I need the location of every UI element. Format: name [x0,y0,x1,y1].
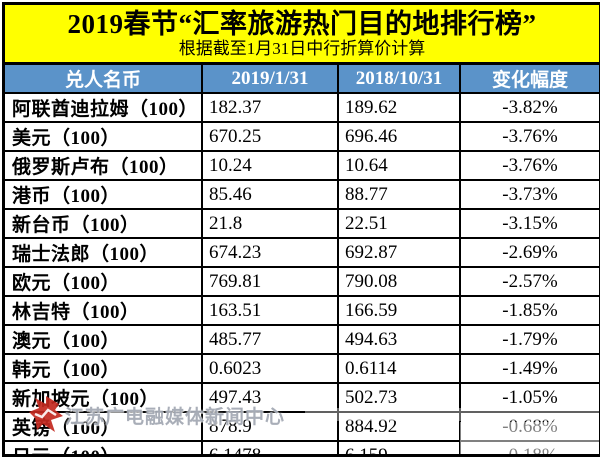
rate-2018-cell: 494.63 [337,326,459,353]
rate-2019-cell: 769.81 [201,268,337,295]
currency-name-cell: 港币（100） [12,186,121,207]
currency-name-cell: 林吉特（100） [12,302,140,323]
currency-name-cell: 欧元（100） [12,273,121,294]
rate-2018-cell: 10.64 [337,152,459,179]
currency-name-cell: 澳元（100） [12,331,121,352]
rate-2019-cell: 674.23 [201,239,337,266]
currency-name-cell: 日元（100） [5,442,201,454]
table-row: 美元（100） 670.25 696.46 -3.76% [5,121,599,150]
currency-name-cell: 英镑（100） [12,418,121,439]
change-cell: -3.76% [459,123,599,150]
currency-name-cell: 新加坡元（100） [12,389,160,410]
column-header-change: 变化幅度 [459,65,599,92]
rate-2019-cell: 485.77 [201,326,337,353]
rate-2018-cell: 790.08 [337,268,459,295]
rate-2018-cell: 502.73 [337,384,459,411]
rate-2019-cell: 670.25 [201,123,337,150]
column-header-2019-01-31: 2019/1/31 [201,65,337,92]
currency-name-cell: 美元（100） [12,128,121,149]
table-row: 俄罗斯卢布（100） 10.24 10.64 -3.76% [5,150,599,179]
rate-2018-cell: 189.62 [337,94,459,121]
rate-2019-cell: 85.46 [201,181,337,208]
table-row: 新加坡元（100） 497.43 502.73 -1.05% [5,382,599,411]
page-title: 2019春节“汇率旅游热门目的地排行榜” [67,8,537,39]
rate-2019-cell: 182.37 [201,94,337,121]
title-band: 2019春节“汇率旅游热门目的地排行榜” 根据截至1月31日中行折算价计算 [5,5,599,65]
rate-2018-cell: 166.59 [337,297,459,324]
rate-2018-cell: 22.51 [337,210,459,237]
rate-2019-cell: 497.43 [201,384,337,411]
table-row: 日元（100） 6.1478 6.159 -0.18% [5,440,599,454]
currency-name-cell: 俄罗斯卢布（100） [12,157,179,178]
change-cell: -0.68% [459,413,599,440]
table-row: 欧元（100） 769.81 790.08 -2.57% [5,266,599,295]
currency-name-cell: 阿联酋迪拉姆（100） [12,99,199,120]
rate-2018-cell: 6.159 [337,442,459,454]
change-cell: -2.57% [459,268,599,295]
table-row: 新台币（100） 21.8 22.51 -3.15% [5,208,599,237]
rate-2018-cell: 88.77 [337,181,459,208]
column-header-currency: 兑人名币 [64,70,141,91]
change-cell: -2.69% [459,239,599,266]
column-header-2018-10-31: 2018/10/31 [337,65,459,92]
table-row: 瑞士法郎（100） 674.23 692.87 -2.69% [5,237,599,266]
rate-2018-cell: 884.92 [337,413,459,440]
rate-2018-cell: 0.6114 [337,355,459,382]
table-row: 林吉特（100） 163.51 166.59 -1.85% [5,295,599,324]
change-cell: -1.85% [459,297,599,324]
currency-name-cell: 瑞士法郎（100） [12,244,160,265]
rate-2019-cell: 163.51 [201,297,337,324]
currency-name-cell: 韩元（100） [12,360,121,381]
page-subtitle: 根据截至1月31日中行折算价计算 [178,38,426,58]
currency-name-cell: 新台币（100） [12,215,140,236]
table-body: 阿联酋迪拉姆（100） 182.37 189.62 -3.82% 美元（100）… [5,92,599,454]
rate-2018-cell: 696.46 [337,123,459,150]
change-cell: -3.73% [459,181,599,208]
table-row: 澳元（100） 485.77 494.63 -1.79% [5,324,599,353]
change-cell: -3.15% [459,210,599,237]
rate-2019-cell: 878.9 [201,413,337,440]
table-row: 英镑（100） 878.9 884.92 -0.68% [5,411,599,440]
table-row: 港币（100） 85.46 88.77 -3.73% [5,179,599,208]
change-cell: -1.49% [459,355,599,382]
change-cell: -1.79% [459,326,599,353]
change-cell: -3.76% [459,152,599,179]
rate-2019-cell: 10.24 [201,152,337,179]
table-header-row: 兑人名币 2019/1/31 2018/10/31 变化幅度 [5,65,599,92]
rate-2018-cell: 692.87 [337,239,459,266]
rate-2019-cell: 0.6023 [201,355,337,382]
rate-2019-cell: 21.8 [201,210,337,237]
table-row: 韩元（100） 0.6023 0.6114 -1.49% [5,353,599,382]
table-row: 阿联酋迪拉姆（100） 182.37 189.62 -3.82% [5,92,599,121]
change-cell: -1.05% [459,384,599,411]
rate-2019-cell: 6.1478 [201,442,337,454]
change-cell: -3.82% [459,94,599,121]
